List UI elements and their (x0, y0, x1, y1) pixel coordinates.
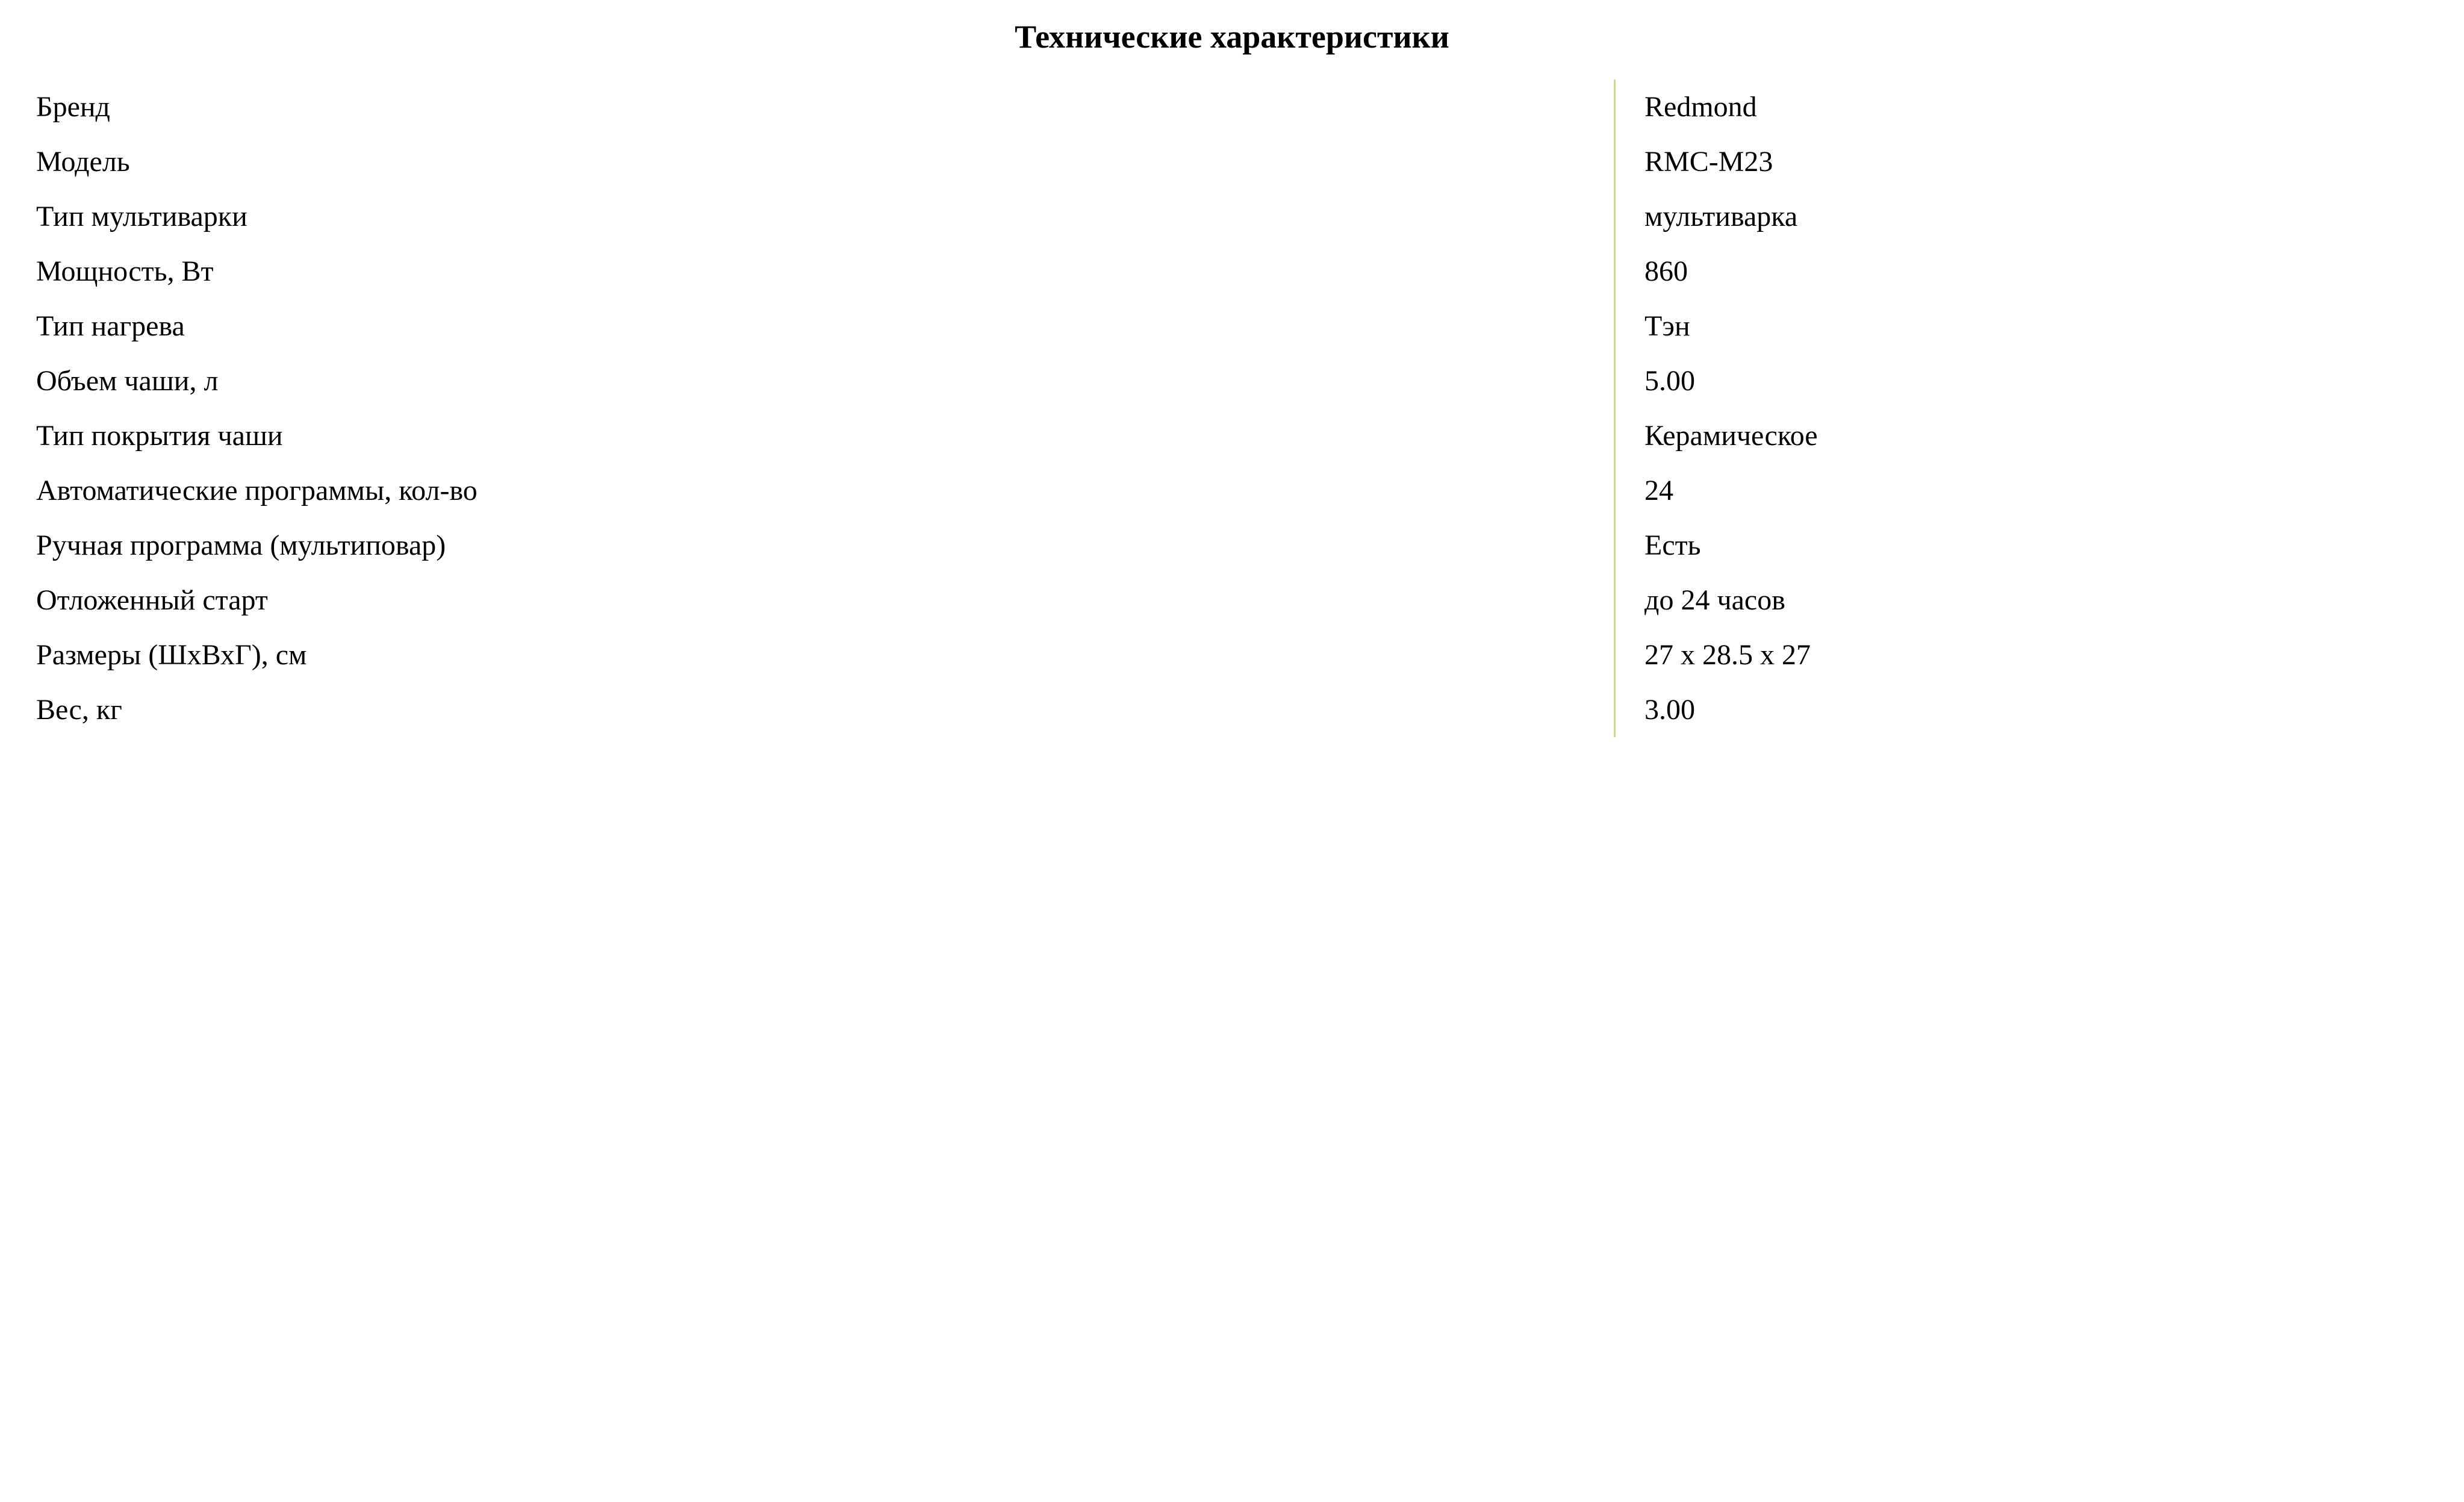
spec-table: Бренд Redmond Модель RMC-M23 Тип мультив… (36, 79, 2428, 737)
table-row: Ручная программа (мультиповар) Есть (36, 518, 2428, 573)
spec-value: до 24 часов (1615, 573, 2428, 628)
spec-title: Технические характеристики (36, 18, 2428, 55)
table-row: Бренд Redmond (36, 79, 2428, 134)
table-row: Автоматические программы, кол-во 24 (36, 463, 2428, 518)
spec-value: Есть (1615, 518, 2428, 573)
table-row: Модель RMC-M23 (36, 134, 2428, 189)
spec-label: Модель (36, 134, 1615, 189)
spec-value: 860 (1615, 244, 2428, 299)
spec-label: Объем чаши, л (36, 354, 1615, 408)
spec-value: мультиварка (1615, 189, 2428, 244)
spec-label: Бренд (36, 79, 1615, 134)
spec-label: Тип покрытия чаши (36, 408, 1615, 463)
table-row: Объем чаши, л 5.00 (36, 354, 2428, 408)
spec-value: Керамическое (1615, 408, 2428, 463)
spec-label: Тип нагрева (36, 299, 1615, 354)
spec-value: 3.00 (1615, 682, 2428, 737)
spec-label: Ручная программа (мультиповар) (36, 518, 1615, 573)
spec-value: 27 x 28.5 x 27 (1615, 628, 2428, 682)
table-row: Тип покрытия чаши Керамическое (36, 408, 2428, 463)
spec-value: 5.00 (1615, 354, 2428, 408)
spec-label: Вес, кг (36, 682, 1615, 737)
spec-label: Тип мультиварки (36, 189, 1615, 244)
spec-value: Тэн (1615, 299, 2428, 354)
spec-label: Отложенный старт (36, 573, 1615, 628)
spec-label: Автоматические программы, кол-во (36, 463, 1615, 518)
spec-label: Мощность, Вт (36, 244, 1615, 299)
table-row: Тип нагрева Тэн (36, 299, 2428, 354)
table-row: Отложенный старт до 24 часов (36, 573, 2428, 628)
spec-value: RMC-M23 (1615, 134, 2428, 189)
table-row: Вес, кг 3.00 (36, 682, 2428, 737)
spec-value: Redmond (1615, 79, 2428, 134)
spec-value: 24 (1615, 463, 2428, 518)
table-row: Мощность, Вт 860 (36, 244, 2428, 299)
table-row: Тип мультиварки мультиварка (36, 189, 2428, 244)
spec-label: Размеры (ШхВхГ), см (36, 628, 1615, 682)
table-row: Размеры (ШхВхГ), см 27 x 28.5 x 27 (36, 628, 2428, 682)
spec-container: Технические характеристики Бренд Redmond… (36, 18, 2428, 737)
